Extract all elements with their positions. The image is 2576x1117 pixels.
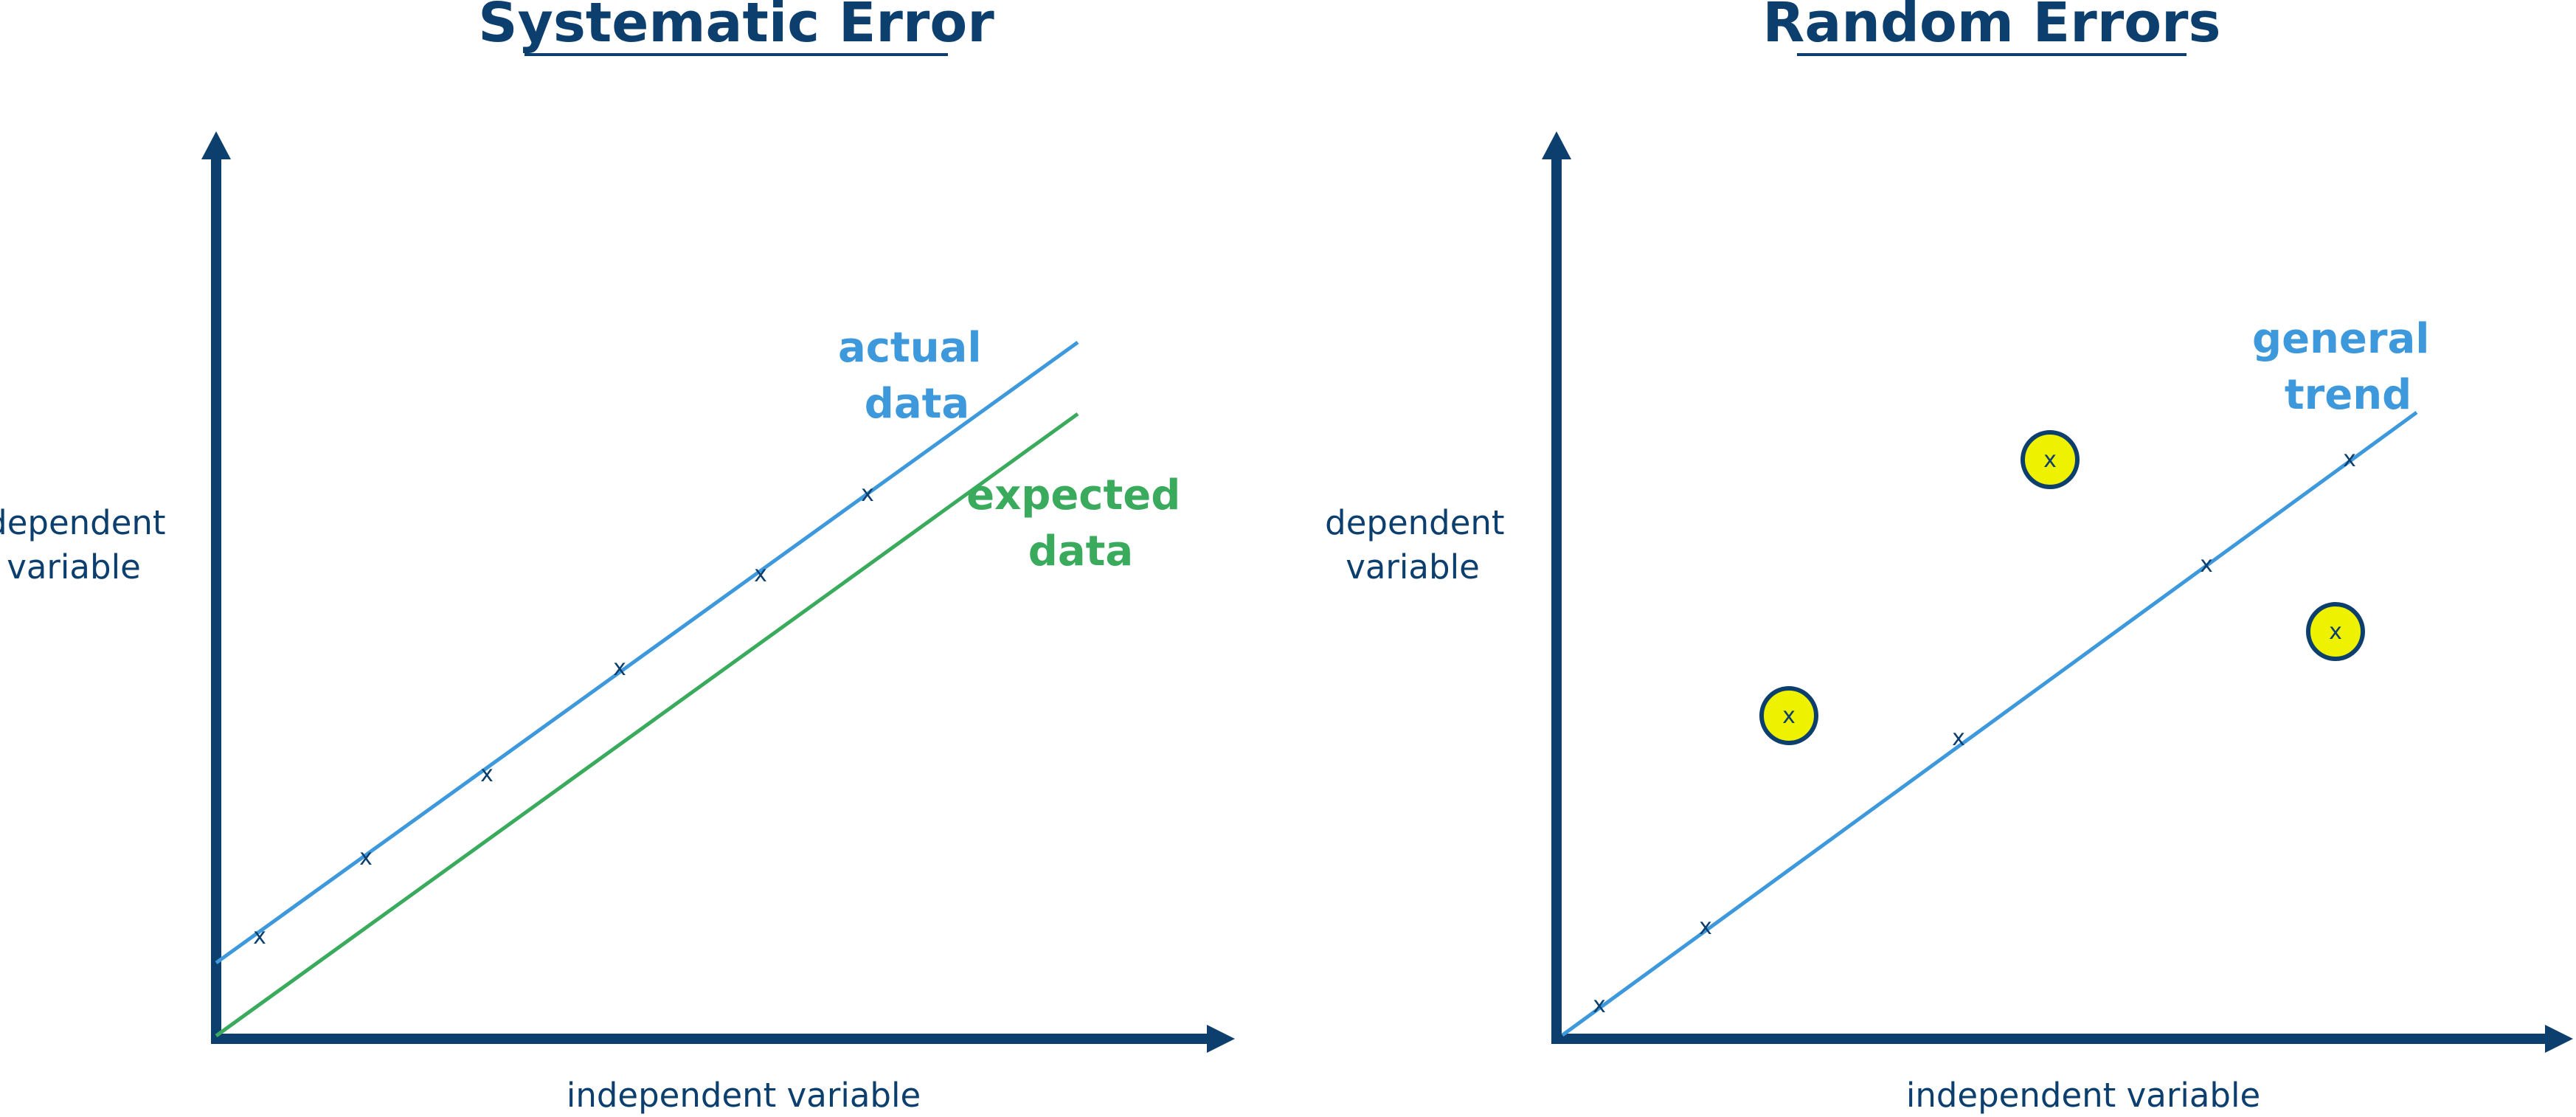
random-errors-title: Random Errors — [1762, 0, 2220, 55]
data-point-marker: x — [613, 655, 626, 681]
y-axis-label: dependent variable — [0, 503, 176, 587]
actual-data-label-line-1: actual — [838, 324, 982, 372]
data-point-marker: x — [253, 924, 266, 950]
data-point-marker: x — [2200, 552, 2213, 578]
y-axis-arrowhead — [1542, 131, 1571, 159]
x-axis-label: independent variable — [1906, 1076, 2260, 1115]
x-axis-arrowhead — [2545, 1025, 2573, 1053]
data-point-marker: x — [1699, 914, 1712, 940]
y-axis-label-line-1: dependent — [1325, 503, 1504, 542]
expected-data-line — [215, 412, 1079, 1038]
data-point-marker: x — [1593, 992, 1606, 1018]
actual-data-markers: x x x x x x — [253, 481, 874, 950]
general-trend-label: general trend — [2252, 315, 2444, 419]
outlier-highlight-circle — [2306, 602, 2365, 661]
x-axis-label: independent variable — [567, 1076, 921, 1115]
outlier-marker: x — [2043, 447, 2057, 473]
data-point-marker: x — [754, 561, 767, 587]
data-point-marker: x — [2343, 446, 2356, 472]
y-axis-label-line-2: variable — [7, 547, 141, 587]
expected-data-label: expected data — [966, 471, 1195, 575]
data-point-marker: x — [480, 761, 494, 787]
trend-data-markers: x x x x x — [1593, 446, 2356, 1018]
outlier-point: x — [2021, 430, 2080, 489]
systematic-error-title: Systematic Error — [478, 0, 994, 55]
y-axis-label: dependent variable — [1325, 503, 1515, 587]
systematic-error-panel: Systematic Error dependent variable inde… — [0, 0, 1235, 1115]
random-errors-panel: Random Errors dependent variable indepen… — [1325, 0, 2573, 1115]
actual-data-label-line-2: data — [865, 380, 969, 428]
outlier-marker: x — [1782, 703, 1796, 729]
y-axis-arrowhead — [201, 131, 231, 159]
general-trend-line — [1561, 410, 2418, 1037]
actual-data-line — [215, 340, 1079, 965]
outlier-marker: x — [2329, 619, 2342, 645]
y-axis-label-line-2: variable — [1346, 547, 1480, 587]
expected-data-label-line-1: expected — [966, 471, 1180, 519]
data-point-marker: x — [861, 481, 874, 507]
general-trend-label-line-1: general — [2252, 315, 2430, 363]
data-point-marker: x — [359, 845, 373, 871]
data-point-marker: x — [1952, 725, 1965, 751]
y-axis-label-line-1: dependent — [0, 503, 166, 542]
outlier-point: x — [2306, 602, 2365, 661]
actual-data-label: actual data — [838, 324, 996, 428]
x-axis-arrowhead — [1207, 1025, 1235, 1053]
general-trend-label-line-2: trend — [2285, 371, 2411, 419]
outlier-point: x — [1759, 686, 1818, 745]
outlier-highlight-circle — [2021, 430, 2080, 489]
expected-data-label-line-2: data — [1028, 528, 1133, 575]
outlier-highlight-circle — [1759, 686, 1818, 745]
